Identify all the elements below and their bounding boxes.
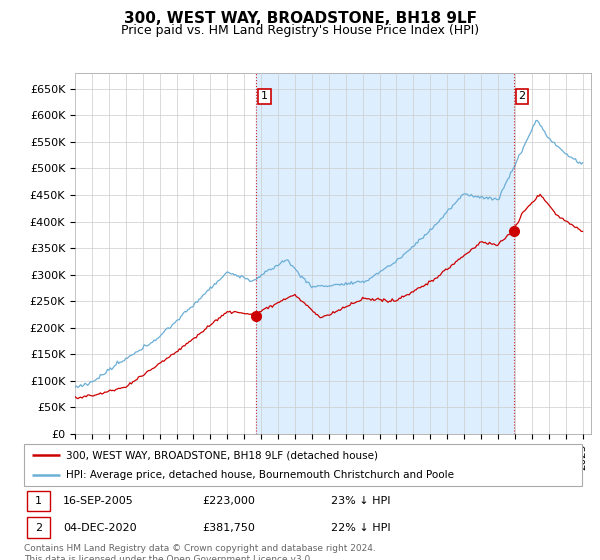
Text: 22% ↓ HPI: 22% ↓ HPI [331,522,391,533]
Text: Price paid vs. HM Land Registry's House Price Index (HPI): Price paid vs. HM Land Registry's House … [121,24,479,36]
Text: 2: 2 [518,91,526,101]
Text: 300, WEST WAY, BROADSTONE, BH18 9LF (detached house): 300, WEST WAY, BROADSTONE, BH18 9LF (det… [66,450,378,460]
Text: 300, WEST WAY, BROADSTONE, BH18 9LF: 300, WEST WAY, BROADSTONE, BH18 9LF [124,11,476,26]
Text: 1: 1 [261,91,268,101]
FancyBboxPatch shape [24,444,582,486]
Text: 04-DEC-2020: 04-DEC-2020 [63,522,137,533]
FancyBboxPatch shape [27,491,50,511]
Bar [256,73,514,434]
FancyBboxPatch shape [27,517,50,538]
Text: 16-SEP-2005: 16-SEP-2005 [63,496,134,506]
Text: 2: 2 [35,522,42,533]
Text: Contains HM Land Registry data © Crown copyright and database right 2024.
This d: Contains HM Land Registry data © Crown c… [24,544,376,560]
Text: £381,750: £381,750 [203,522,256,533]
Text: 1: 1 [35,496,42,506]
Text: HPI: Average price, detached house, Bournemouth Christchurch and Poole: HPI: Average price, detached house, Bour… [66,470,454,480]
Text: £223,000: £223,000 [203,496,256,506]
Text: 23% ↓ HPI: 23% ↓ HPI [331,496,391,506]
